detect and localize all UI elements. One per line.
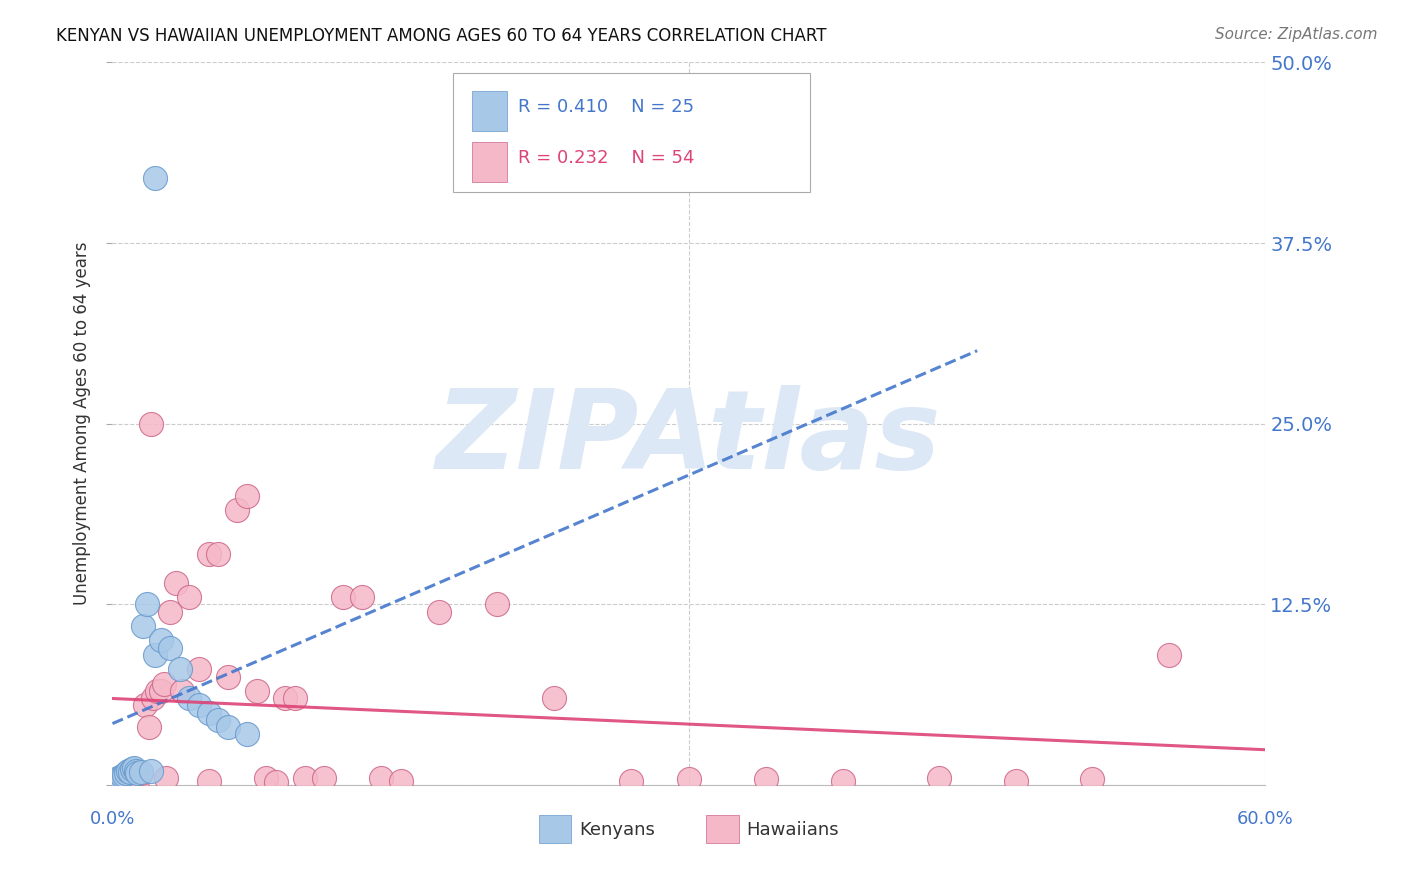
Point (127, 766, 149, 780)
Point (207, 547, 229, 561)
Point (118, 764, 141, 779)
Point (169, 662, 191, 676)
Point (149, 684, 172, 698)
Point (134, 698, 156, 713)
Point (170, 684, 193, 698)
Point (179, 691, 201, 706)
Y-axis label: Unemployment Among Ages 60 to 64 years: Unemployment Among Ages 60 to 64 years (73, 242, 91, 606)
Point (226, 503, 249, 517)
Point (111, 772, 134, 787)
Text: KENYAN VS HAWAIIAN UNEMPLOYMENT AMONG AGES 60 TO 64 YEARS CORRELATION CHART: KENYAN VS HAWAIIAN UNEMPLOYMENT AMONG AG… (56, 27, 827, 45)
Point (217, 669, 239, 683)
Point (620, 773, 643, 788)
Point (165, 575, 187, 590)
FancyBboxPatch shape (453, 73, 810, 193)
Point (105, 775, 128, 789)
Point (121, 769, 143, 783)
Point (115, 773, 138, 788)
Point (129, 764, 153, 779)
Point (117, 771, 139, 785)
Point (352, 590, 374, 604)
Point (188, 698, 211, 713)
Point (139, 417, 162, 431)
Point (122, 761, 145, 775)
Point (678, 772, 700, 787)
Point (312, 771, 335, 785)
Point (118, 769, 141, 783)
Point (112, 771, 135, 785)
Point (217, 720, 239, 734)
Point (159, 605, 181, 619)
Point (246, 684, 269, 698)
Point (145, 684, 167, 698)
Point (139, 764, 162, 778)
Point (188, 662, 211, 676)
Point (543, 691, 565, 706)
Point (108, 773, 131, 788)
Point (124, 764, 146, 778)
Point (284, 691, 307, 706)
Point (143, 648, 166, 662)
Point (294, 771, 316, 785)
Point (142, 691, 165, 706)
Point (370, 771, 392, 785)
Point (755, 772, 778, 787)
Point (138, 720, 160, 734)
Point (197, 547, 219, 561)
Point (124, 771, 146, 785)
Point (332, 590, 354, 604)
Point (121, 772, 143, 787)
Text: ZIPAtlas: ZIPAtlas (436, 384, 942, 491)
Text: 60.0%: 60.0% (1237, 810, 1294, 828)
Point (129, 766, 153, 780)
Point (264, 775, 287, 789)
Point (136, 598, 159, 612)
Point (107, 771, 129, 785)
Point (197, 706, 219, 720)
Point (155, 771, 177, 785)
Point (485, 598, 508, 612)
Point (197, 773, 219, 788)
Point (1081, 772, 1104, 787)
Text: R = 0.410    N = 25: R = 0.410 N = 25 (519, 98, 695, 116)
Text: Source: ZipAtlas.com: Source: ZipAtlas.com (1215, 27, 1378, 42)
Text: Kenyans: Kenyans (579, 821, 655, 838)
Text: Hawaiians: Hawaiians (747, 821, 839, 838)
Point (274, 691, 297, 706)
Point (112, 768, 135, 782)
Point (1159, 648, 1181, 662)
FancyBboxPatch shape (472, 91, 506, 131)
Point (149, 633, 172, 648)
Point (117, 764, 139, 778)
Point (1004, 773, 1026, 788)
FancyBboxPatch shape (472, 142, 506, 182)
Point (127, 773, 149, 788)
Point (236, 727, 259, 741)
Point (153, 677, 176, 691)
Point (159, 640, 181, 655)
Text: 0.0%: 0.0% (90, 810, 135, 828)
Text: R = 0.232    N = 54: R = 0.232 N = 54 (519, 149, 695, 167)
Point (928, 771, 950, 785)
Point (389, 773, 412, 788)
FancyBboxPatch shape (706, 815, 738, 843)
FancyBboxPatch shape (538, 815, 571, 843)
Point (254, 771, 277, 785)
Point (236, 489, 259, 503)
Point (427, 605, 450, 619)
Point (121, 762, 143, 776)
Point (207, 713, 229, 727)
Point (132, 619, 155, 633)
Point (831, 773, 853, 788)
Point (143, 171, 166, 186)
Point (111, 769, 134, 783)
Point (179, 590, 201, 604)
Point (115, 766, 138, 780)
Point (122, 768, 145, 782)
